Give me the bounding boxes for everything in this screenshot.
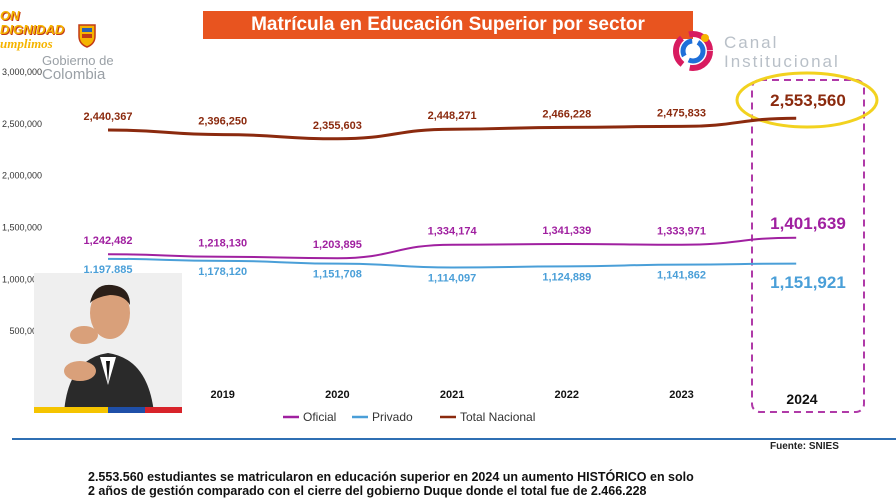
legend-label: Privado [372, 410, 413, 424]
x-tick-label: 2024 [786, 391, 817, 407]
flag-bar [34, 407, 182, 413]
x-axis: 2019 2020 2021 2022 2023 2024 [210, 389, 817, 407]
series-lines [107, 116, 797, 269]
data-label: 1,151,708 [313, 269, 362, 281]
legend: Oficial Privado Total Nacional [283, 410, 535, 424]
x-tick-label: 2023 [669, 389, 693, 401]
coat-of-arms-icon [78, 24, 96, 48]
line-chart: 0500,0001,000,0001,500,0002,000,0002,500… [2, 67, 879, 424]
legend-label: Oficial [303, 410, 336, 424]
data-label: 1,333,971 [657, 226, 706, 238]
data-label: 1,218,130 [198, 238, 247, 250]
sign-language-interpreter [34, 273, 182, 413]
highlight-2024 [735, 71, 879, 413]
logo-text-line1: ON [0, 8, 20, 23]
source-note: Fuente: SNIES [770, 441, 839, 452]
chart-title: Matrícula en Educación Superior por sect… [203, 11, 693, 39]
channel-name: Canal Institucional [724, 33, 840, 71]
data-label: 1,124,889 [542, 271, 591, 283]
channel-logo: Canal Institucional [672, 30, 862, 76]
series-line-privado [107, 257, 797, 269]
data-label: 1,114,097 [428, 273, 476, 285]
channel-name-line2: Institucional [724, 52, 840, 71]
data-label: 2,355,603 [313, 120, 362, 132]
gov-line1: Gobierno de [42, 53, 114, 68]
x-tick-label: 2022 [555, 389, 579, 401]
data-label: 2,448,271 [428, 110, 477, 122]
caption-line2: 2 años de gestión comparado con el cierr… [88, 484, 647, 498]
data-label: 2,396,250 [198, 116, 247, 128]
channel-logo-icon [673, 31, 713, 71]
data-label: 1,334,174 [428, 226, 478, 238]
y-tick-label: 1,000,000 [2, 274, 42, 284]
data-label: 1,401,639 [770, 214, 846, 233]
caption: 2.553.560 estudiantes se matricularon en… [88, 470, 888, 498]
y-tick-label: 2,500,000 [2, 119, 42, 129]
gov-line2: Colombia [42, 66, 106, 83]
series-line-total-nacional [107, 116, 797, 141]
caption-line1: 2.553.560 estudiantes se matricularon en… [88, 470, 694, 484]
data-label: 1,151,921 [770, 273, 846, 292]
y-tick-label: 500,000 [9, 326, 42, 336]
data-label: 1,197,885 [84, 264, 133, 276]
data-label: 1,178,120 [198, 266, 247, 278]
highlight-ellipse [735, 71, 879, 129]
y-tick-label: 3,000,000 [2, 67, 42, 77]
data-label: 2,466,228 [542, 108, 591, 120]
legend-label: Total Nacional [460, 410, 535, 424]
data-label: 1,203,895 [313, 239, 362, 251]
highlight-dashed-box [751, 79, 865, 413]
y-tick-label: 1,500,000 [2, 223, 42, 233]
data-label: 2,475,833 [657, 107, 706, 119]
footer-divider [12, 438, 896, 440]
data-label: 1,141,862 [657, 270, 706, 282]
data-label: 1,341,339 [542, 225, 591, 237]
series-line-oficial [107, 236, 797, 260]
x-tick-label: 2020 [325, 389, 349, 401]
logo-text-line2: DIGNIDAD [0, 22, 65, 37]
interpreter-icon [34, 273, 182, 413]
x-tick-label: 2021 [440, 389, 464, 401]
data-label: 2,553,560 [770, 91, 846, 110]
x-tick-label: 2019 [210, 389, 234, 401]
logo-text-line3: umplimos [0, 36, 53, 51]
data-label: 1,242,482 [84, 235, 133, 247]
campaign-logo: ON DIGNIDAD umplimos Gobierno de Colombi… [0, 6, 128, 90]
data-label: 2,440,367 [84, 111, 133, 123]
data-labels: 2,440,367 2,396,250 2,355,603 2,448,271 2,46… [84, 91, 846, 292]
channel-name-line1: Canal [724, 33, 779, 52]
y-tick-label: 2,000,000 [2, 171, 42, 181]
government-logo: Gobierno de Colombia [42, 53, 114, 83]
